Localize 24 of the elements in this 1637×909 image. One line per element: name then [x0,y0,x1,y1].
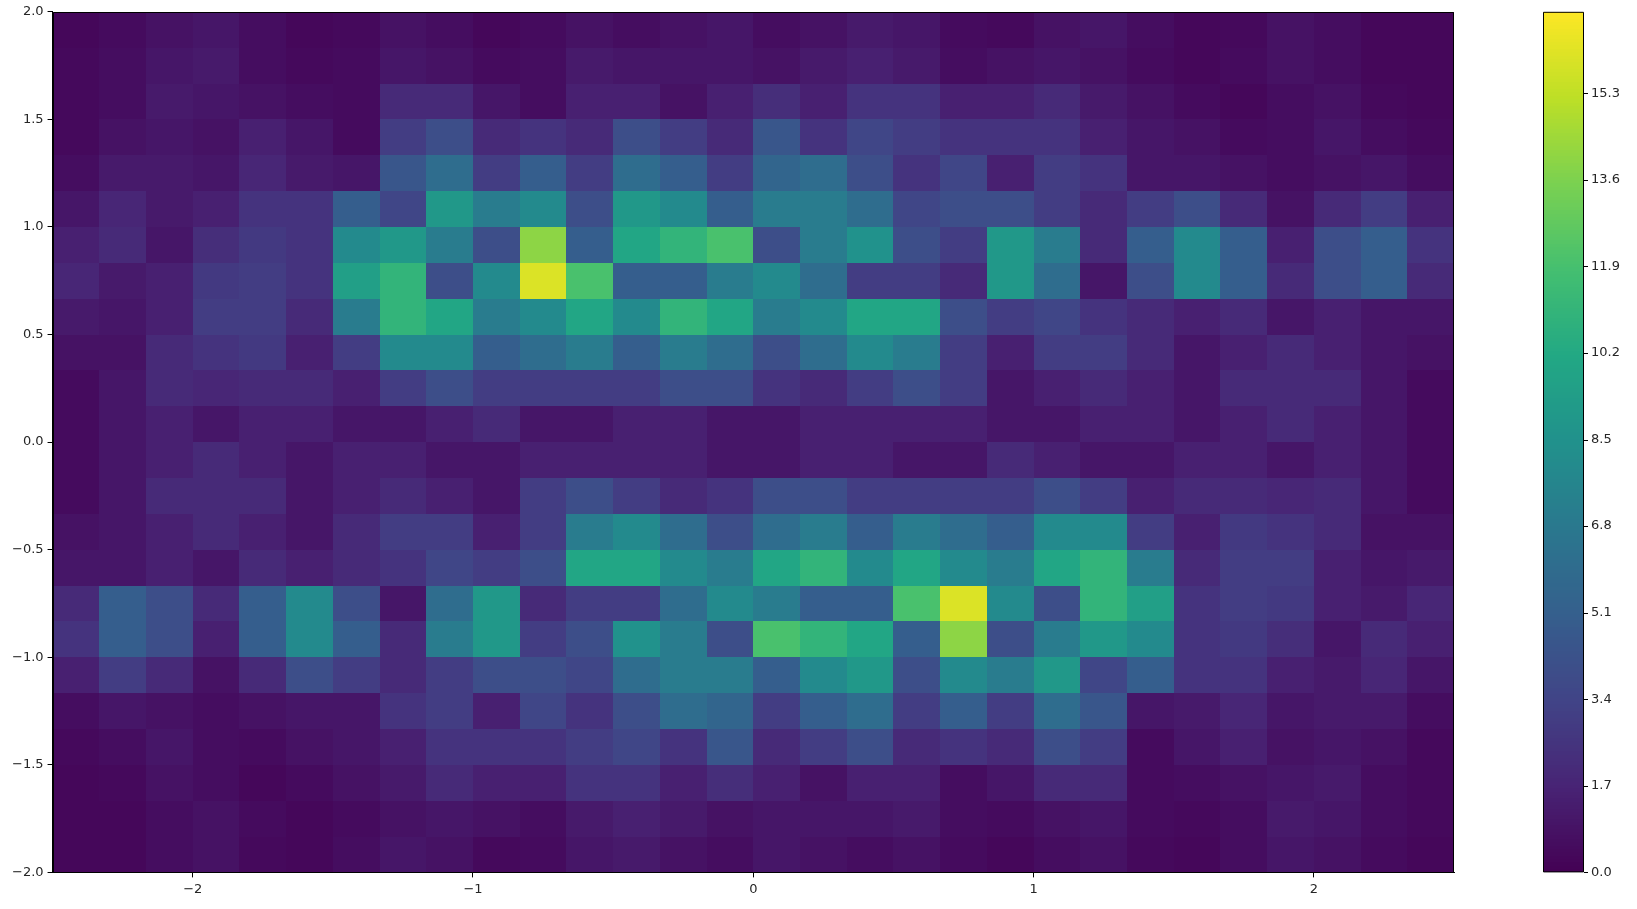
color-bar-label: 0.0 [1591,863,1612,879]
x-tick-label: 2 [1309,880,1318,896]
color-bar-label: 1.7 [1591,777,1612,793]
color-bar-label: 10.2 [1591,344,1620,360]
color-bar-label: 11.9 [1591,257,1620,273]
y-tick-label: 1.0 [22,218,44,234]
color-bar-label: 15.3 [1591,84,1620,100]
y-tick-label: 0.0 [22,433,44,449]
y-tick-label: 2.0 [22,3,44,19]
x-tick-label: 1 [1029,880,1038,896]
color-bar-label: 3.4 [1591,690,1612,706]
x-tick-label: −2 [183,880,203,896]
color-bar-label: 5.1 [1591,604,1612,620]
color-bar-label: 8.5 [1591,430,1612,446]
y-tick-label: −1.5 [11,756,44,772]
x-tick-label: 0 [749,880,758,896]
y-tick-label: −2.0 [11,863,44,879]
y-tick-label: −1.0 [11,648,44,664]
color-bar-label: 6.8 [1591,517,1612,533]
y-tick-label: 0.5 [22,325,44,341]
x-tick-label: −1 [463,880,483,896]
y-tick-label: 1.5 [22,110,44,126]
color-bar-label: 13.6 [1591,171,1620,187]
y-tick-label: −0.5 [11,541,44,557]
